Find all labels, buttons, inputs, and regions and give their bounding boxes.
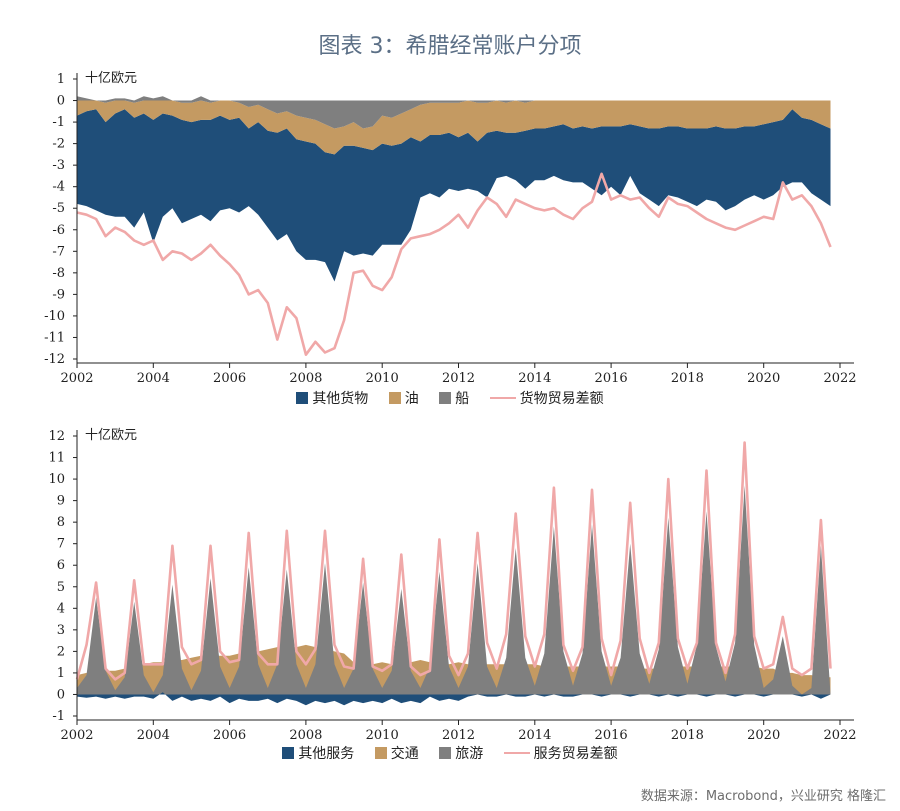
x-tick-label: 2010 [366, 371, 399, 386]
x-tick-label: 2006 [213, 728, 246, 743]
y-tick-label: -7 [52, 244, 65, 259]
x-tick-label: 2002 [60, 728, 93, 743]
x-tick-label: 2016 [595, 728, 628, 743]
y-tick-label: 2 [57, 644, 65, 659]
legend-item-services-balance: 服务贸易差额 [503, 743, 618, 763]
y-axis-label: 十亿欧元 [85, 71, 137, 86]
y-tick-label: 9 [57, 494, 65, 509]
y-tick-label: 5 [57, 580, 65, 595]
x-tick-label: 2004 [137, 371, 170, 386]
y-tick-label: 6 [57, 558, 65, 573]
legend-item-transport: 交通 [374, 743, 419, 763]
x-tick-label: 2018 [671, 371, 704, 386]
y-tick-label: 0 [57, 94, 65, 109]
y-tick-label: -4 [52, 180, 65, 195]
area-series-oil [77, 100, 831, 155]
x-tick-label: 2016 [595, 371, 628, 386]
y-tick-label: -8 [52, 266, 65, 281]
x-tick-label: 2006 [213, 371, 246, 386]
x-tick-label: 2008 [289, 371, 322, 386]
area-series-tourism [77, 485, 831, 695]
legend-item-tourism: 旅游 [439, 743, 483, 763]
y-tick-label: -9 [52, 287, 65, 302]
y-tick-label: 1 [57, 72, 65, 87]
legend-item-other-goods: 其他货物 [296, 388, 368, 408]
y-tick-label: 7 [57, 537, 65, 552]
y-axis-label: 十亿欧元 [85, 428, 137, 443]
y-tick-label: -1 [52, 709, 65, 724]
chart-panel-1: 1 0 -1 -2 -3 -4 -5 -6 -7 -8 -9 -10 -11 -12 2002 2004 200… [44, 71, 856, 386]
y-tick-label: 0 [57, 687, 65, 702]
x-tick-label: 2004 [137, 728, 170, 743]
line-series-services-balance [75, 441, 832, 681]
y-tick-label: 11 [48, 451, 65, 466]
x-tick-label: 2020 [747, 728, 780, 743]
area-series-other-services [77, 692, 831, 706]
y-tick-label: -6 [52, 223, 65, 238]
y-tick-label: -12 [44, 352, 65, 367]
y-tick-label: 3 [57, 623, 65, 638]
source-note: 数据来源：Macrobond，兴业研究 格隆汇 [640, 789, 886, 804]
legend-item-oil: 油 [388, 388, 419, 408]
legend-bottom: 其他服务 交通 旅游 服务贸易差额 [0, 743, 900, 763]
legend-item-other-services: 其他服务 [282, 743, 354, 763]
legend-item-ships: 船 [439, 388, 469, 408]
x-tick-label: 2012 [442, 371, 475, 386]
x-tick-label: 2012 [442, 728, 475, 743]
x-tick-label: 2010 [366, 728, 399, 743]
y-tick-label: 10 [48, 472, 65, 487]
y-tick-label: -1 [52, 115, 65, 130]
y-tick-label: -11 [44, 330, 65, 345]
x-tick-label: 2014 [518, 371, 551, 386]
area-series-ships [77, 96, 831, 129]
x-tick-label: 2022 [823, 371, 856, 386]
x-tick-label: 2008 [289, 728, 322, 743]
y-tick-label: -2 [52, 137, 65, 152]
x-tick-label: 2002 [60, 371, 93, 386]
x-tick-label: 2018 [671, 728, 704, 743]
legend-top: 其他货物 油 船 货物贸易差额 [0, 388, 900, 408]
chart-title: 图表 3：希腊经常账户分项 [318, 34, 582, 59]
y-tick-label: -5 [52, 201, 65, 216]
x-tick-label: 2022 [823, 728, 856, 743]
x-tick-label: 2020 [747, 371, 780, 386]
y-tick-label: -3 [52, 158, 65, 173]
y-tick-label: 8 [57, 515, 65, 530]
legend-item-goods-balance: 货物贸易差额 [489, 388, 604, 408]
x-tick-label: 2014 [518, 728, 551, 743]
y-tick-label: 12 [48, 429, 65, 444]
y-tick-label: -10 [44, 309, 65, 324]
line-series-goods-balance [76, 172, 832, 356]
area-series-other-goods [77, 109, 831, 282]
y-tick-label: 4 [57, 601, 65, 616]
y-tick-label: 1 [57, 666, 65, 681]
